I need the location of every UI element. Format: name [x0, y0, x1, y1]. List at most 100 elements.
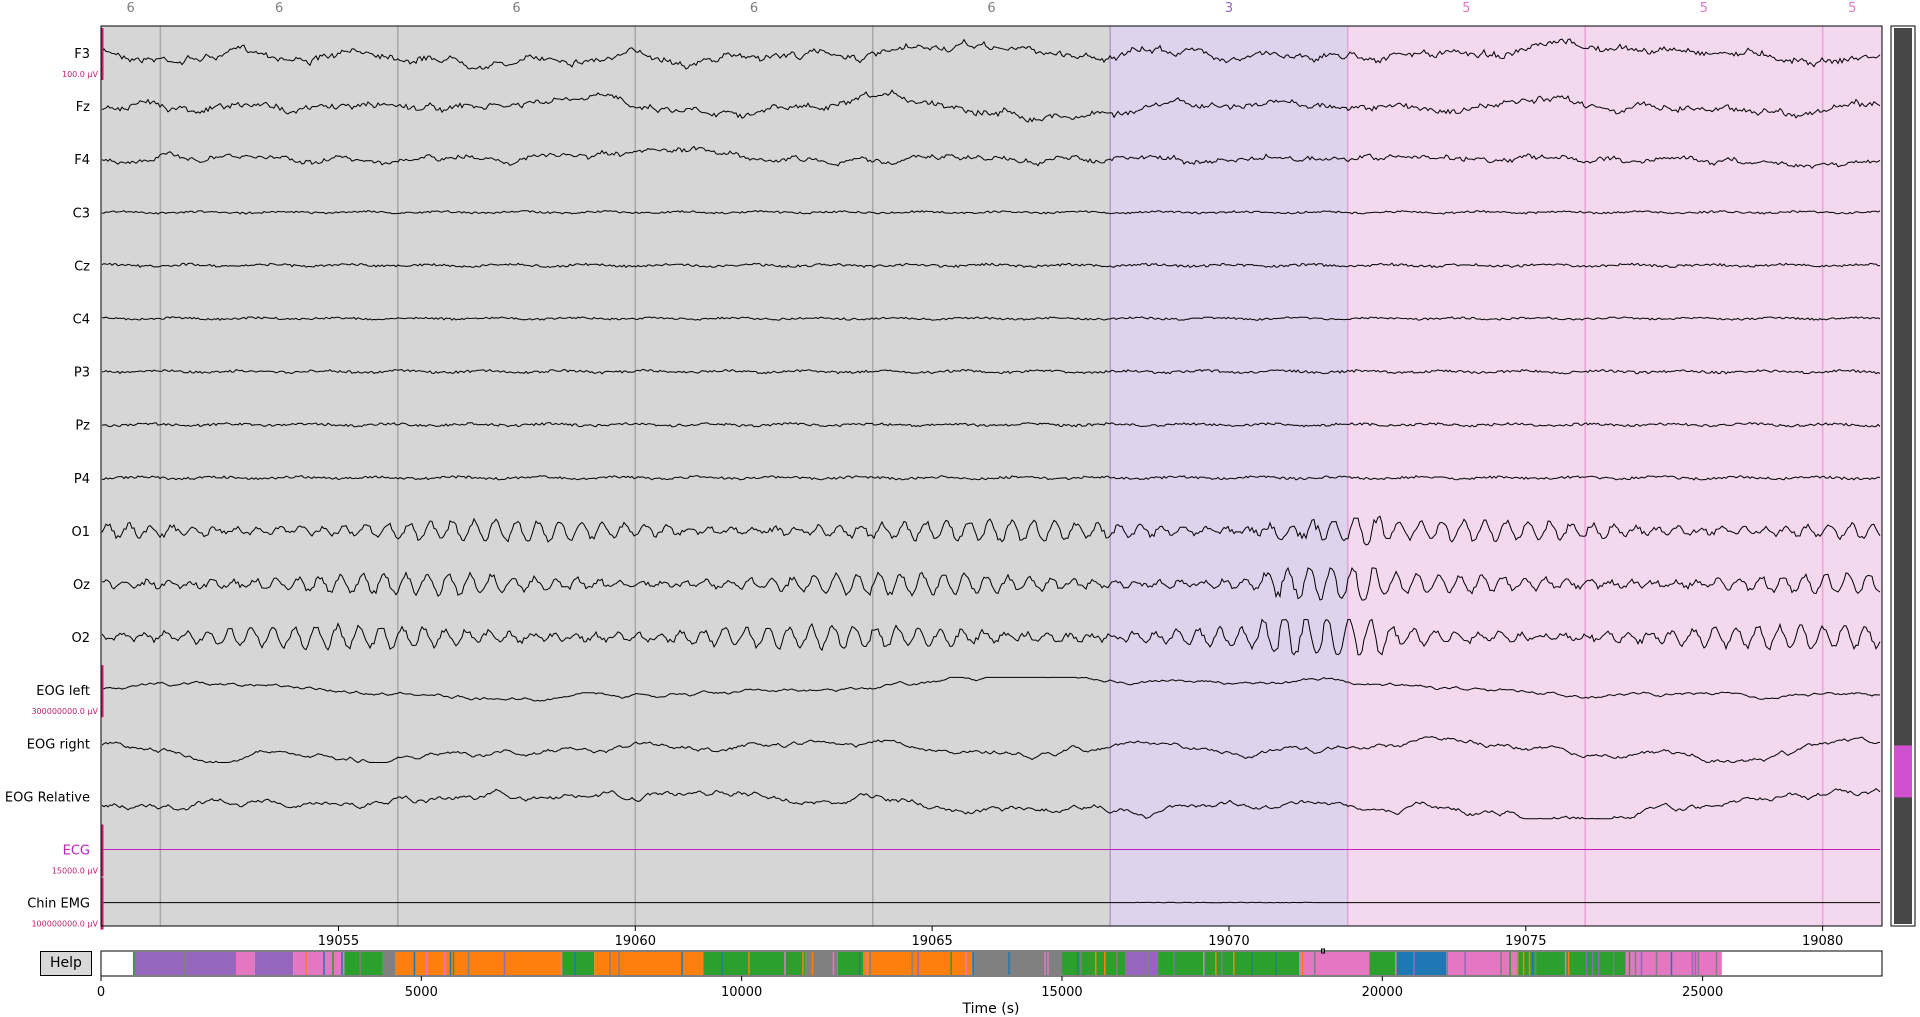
annotation-backgrounds[interactable]: [101, 26, 1882, 926]
annotation-region[interactable]: [397, 26, 636, 926]
hypnogram-stripe: [1124, 952, 1127, 975]
hypnogram-stripe: [1464, 952, 1466, 975]
hypnogram-stripe: [911, 952, 913, 975]
help-button[interactable]: Help: [40, 951, 92, 976]
overview-tick-label: 20000: [1362, 985, 1403, 1000]
hypnogram-stripe: [1691, 952, 1694, 975]
hypnogram-stripe: [1044, 952, 1046, 975]
channel-label[interactable]: O1: [71, 525, 90, 540]
hypnogram-stripe: [1251, 952, 1253, 975]
hypnogram-segment: [235, 952, 255, 975]
annotation-region[interactable]: [160, 26, 398, 926]
hypnogram-stripe: [1446, 952, 1448, 975]
overview-tick-label: 10000: [721, 985, 762, 1000]
channel-label[interactable]: P3: [74, 366, 90, 381]
hypnogram-stripe: [1103, 952, 1106, 975]
channel-label[interactable]: EOG right: [27, 737, 90, 752]
channel-label[interactable]: ECG: [63, 844, 90, 859]
channel-label[interactable]: Oz: [73, 578, 90, 593]
hypnogram-stripe: [950, 952, 952, 975]
hypnogram-stripe: [1076, 952, 1079, 975]
hypnogram-stripe: [869, 952, 871, 975]
channel-trace: [101, 787, 1881, 820]
hypnogram-stripe: [1670, 952, 1673, 975]
hypnogram-stripe: [1413, 952, 1415, 975]
annotation-label: 6: [512, 1, 520, 16]
hypnogram-stripe: [1115, 952, 1118, 975]
annotation-region[interactable]: [1110, 26, 1348, 926]
hypnogram-stripe: [184, 952, 186, 975]
hypnogram-stripe: [1479, 952, 1481, 975]
overview-current-window[interactable]: [1320, 948, 1325, 954]
hypnogram-segment: [1446, 952, 1517, 975]
channel-label[interactable]: P4: [74, 472, 90, 487]
channel-label[interactable]: EOG left: [36, 684, 90, 699]
hypnogram-stripe: [1290, 952, 1292, 975]
hypnogram-stripe: [1715, 952, 1718, 975]
channel-trace: [101, 566, 1881, 601]
hypnogram-stripe: [681, 952, 683, 975]
hypnogram-segment: [1395, 952, 1447, 975]
hypnogram-stripe: [332, 952, 334, 975]
hypnogram-stripe: [1516, 952, 1519, 975]
annotation-label: 6: [987, 1, 995, 16]
hypnogram-segment: [703, 952, 806, 975]
channel-label[interactable]: F3: [74, 47, 90, 62]
hypnogram-stripe: [574, 952, 576, 975]
channel-label[interactable]: F4: [74, 153, 90, 168]
hypnogram-stripe: [721, 952, 723, 975]
overview-tick-label: 15000: [1041, 985, 1082, 1000]
hypnogram-stripe: [1597, 952, 1600, 975]
annotation-label: 3: [1225, 1, 1233, 16]
hypnogram-segment: [805, 952, 838, 975]
annotation-labels: 6 6 6 6 6 3 5 5 5: [127, 1, 1857, 16]
annotation-region[interactable]: [635, 26, 873, 926]
overview-bar[interactable]: 0 5000 10000 15000 20000 25000 Time (s): [97, 948, 1883, 1017]
hypnogram-stripe: [503, 952, 506, 975]
channel-label[interactable]: Chin EMG: [27, 897, 90, 912]
hypnogram-stripe: [1275, 952, 1277, 975]
channel-label[interactable]: O2: [71, 631, 90, 646]
channel-label[interactable]: Cz: [74, 259, 90, 274]
hypnogram-stripe: [1302, 952, 1304, 975]
hypnogram-stripe: [1097, 952, 1100, 975]
hypnogram-stripe: [425, 952, 428, 975]
time-tick-label: 19065: [911, 934, 952, 949]
channel-label[interactable]: C3: [73, 206, 90, 221]
channel-label[interactable]: Fz: [76, 100, 90, 115]
hypnogram-stripe: [1634, 952, 1637, 975]
annotation-region[interactable]: [872, 26, 1111, 926]
channel-trace: [102, 209, 1881, 215]
overview-tick-label: 0: [97, 985, 105, 1000]
overview-tick-label: 25000: [1682, 985, 1723, 1000]
channel-trace: [101, 38, 1881, 70]
hypnogram-stripe: [1203, 952, 1205, 975]
channel-label[interactable]: EOG Relative: [5, 790, 90, 805]
hypnogram-stripe: [1624, 952, 1627, 975]
scrollbar-thumb[interactable]: [1894, 28, 1912, 924]
channel-traces: [101, 38, 1881, 904]
channel-trace: [101, 145, 1881, 170]
hypnogram-stripe: [1500, 952, 1502, 975]
channel-scrollbar[interactable]: [1890, 25, 1916, 927]
annotation-label: 5: [1462, 1, 1470, 16]
channel-labels[interactable]: F3 Fz F4 C3 Cz C4 P3 Pz P4 O1 Oz O2 EOG left EOG righ…: [5, 47, 90, 912]
channel-label[interactable]: Pz: [75, 419, 90, 434]
hypnogram-stripe: [1515, 952, 1517, 975]
annotation-region[interactable]: [101, 26, 161, 926]
channel-label[interactable]: C4: [73, 313, 90, 328]
hypnogram-segment: [562, 952, 595, 975]
hypnogram-stripe: [323, 952, 325, 975]
annotation-region[interactable]: [1822, 26, 1882, 926]
trace-plot-frame[interactable]: [100, 25, 1883, 927]
hypnogram-stripe: [917, 952, 919, 975]
hypnogram-stripe: [1395, 952, 1397, 975]
channel-trace: [101, 676, 1881, 702]
overview-tick-label: 5000: [405, 985, 438, 1000]
hypnogram-stripe: [965, 952, 967, 975]
time-tick-label: 19055: [318, 934, 359, 949]
hypnogram-segment: [837, 952, 864, 975]
annotation-region[interactable]: [1585, 26, 1823, 926]
annotation-region[interactable]: [1347, 26, 1586, 926]
channel-trace: [101, 421, 1881, 428]
